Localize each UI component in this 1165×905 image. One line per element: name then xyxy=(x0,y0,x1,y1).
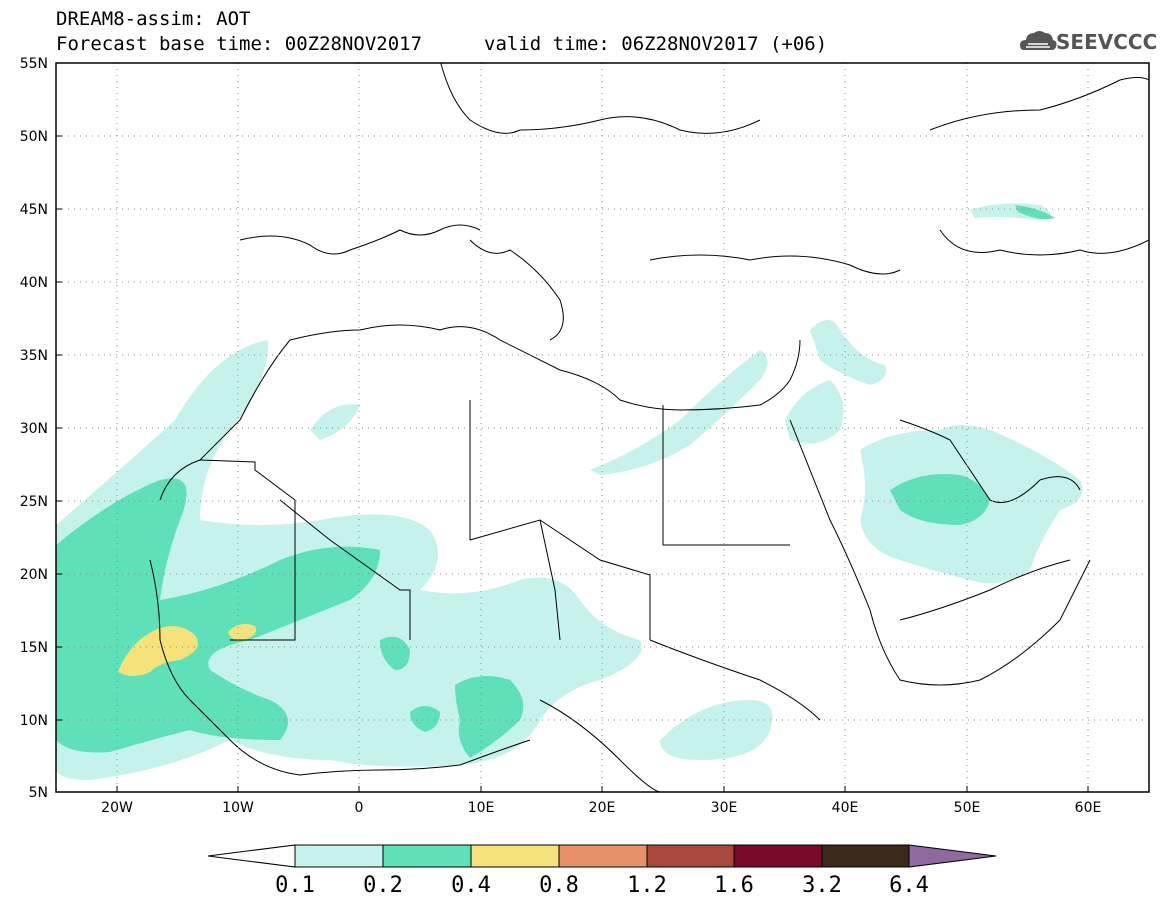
x-tick-label: 10E xyxy=(468,800,495,816)
y-tick-label: 30N xyxy=(20,421,48,437)
y-tick-label: 50N xyxy=(20,129,48,145)
y-tick-label: 15N xyxy=(20,640,48,656)
colorbar xyxy=(207,844,997,868)
x-tick-labels: 20W 10W 0 10E 20E 30E 40E 50E 60E xyxy=(101,800,1101,816)
colorbar-label: 3.2 xyxy=(802,873,842,898)
y-tick-label: 45N xyxy=(20,202,48,218)
y-tick-label: 10N xyxy=(20,713,48,729)
x-tick-label: 30E xyxy=(711,800,738,816)
logo-text: SEEVCCC xyxy=(1056,30,1158,54)
colorbar-high-arrow xyxy=(908,844,997,868)
y-tick-label: 20N xyxy=(20,567,48,583)
valid-time: valid time: 06Z28NOV2017 (+06) xyxy=(484,33,828,55)
colorbar-label: 1.6 xyxy=(714,873,754,898)
forecast-base-time: Forecast base time: 00Z28NOV2017 xyxy=(56,33,423,55)
colorbar-swatch xyxy=(558,844,648,868)
tick-marks xyxy=(56,62,1089,792)
colorbar-label: 1.2 xyxy=(627,873,667,898)
y-tick-label: 40N xyxy=(20,275,48,291)
colorbar-swatch xyxy=(382,844,472,868)
colorbar-label: 0.8 xyxy=(539,873,579,898)
y-tick-label: 25N xyxy=(20,494,48,510)
colorbar-swatch xyxy=(733,844,823,868)
country-borders xyxy=(149,63,1149,792)
aot-field xyxy=(56,203,1083,780)
colorbar-label: 0.4 xyxy=(451,873,491,898)
colorbar-label: 6.4 xyxy=(889,873,929,898)
colorbar-label: 0.1 xyxy=(275,873,315,898)
gridlines xyxy=(56,63,1149,792)
x-tick-label: 20W xyxy=(101,800,133,816)
x-tick-label: 0 xyxy=(355,800,364,816)
x-tick-label: 10W xyxy=(222,800,254,816)
cloud-logo-icon xyxy=(1020,31,1057,50)
colorbar-swatch xyxy=(821,844,910,868)
colorbar-label: 0.2 xyxy=(363,873,403,898)
y-tick-labels: 55N 50N 45N 40N 35N 30N 25N 20N 15N 10N … xyxy=(20,56,48,801)
colorbar-swatch xyxy=(294,844,384,868)
y-tick-label: 35N xyxy=(20,348,48,364)
x-tick-label: 20E xyxy=(589,800,616,816)
colorbar-swatch xyxy=(470,844,560,868)
y-tick-label: 5N xyxy=(29,785,48,801)
y-tick-label: 55N xyxy=(20,56,48,72)
x-tick-label: 50E xyxy=(954,800,981,816)
x-tick-label: 40E xyxy=(832,800,859,816)
x-tick-label: 60E xyxy=(1075,800,1102,816)
colorbar-low-arrow xyxy=(207,844,296,868)
map-title: DREAM8-assim: AOT xyxy=(56,8,251,30)
colorbar-swatch xyxy=(646,844,735,868)
